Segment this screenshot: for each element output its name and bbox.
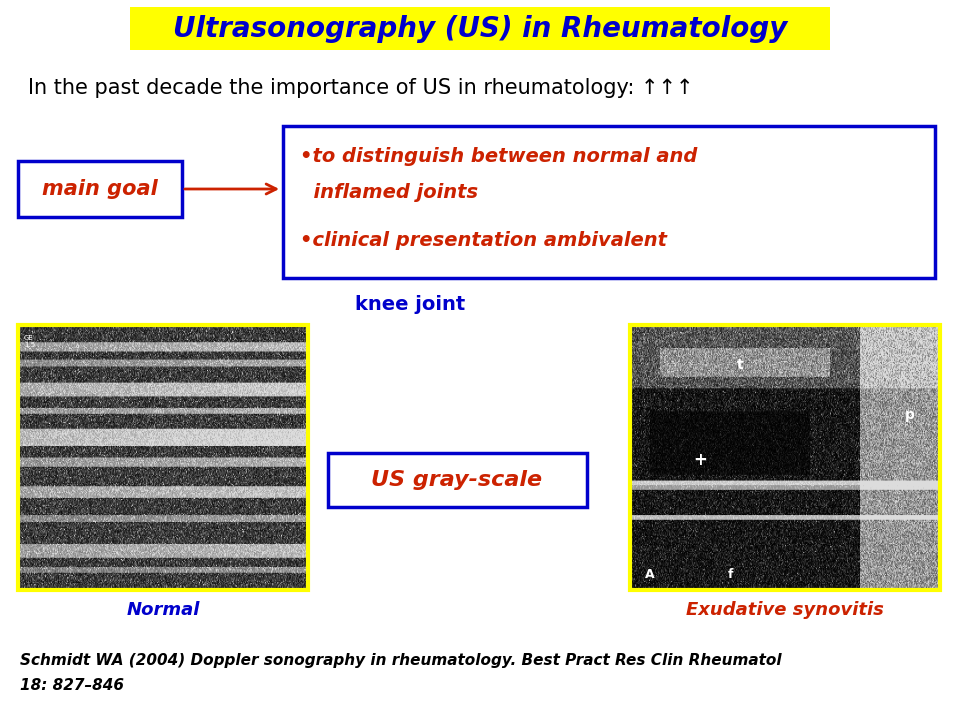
FancyBboxPatch shape: [283, 126, 935, 278]
Text: Normal: Normal: [127, 601, 199, 619]
Text: A: A: [645, 568, 655, 582]
Text: t: t: [737, 358, 743, 372]
Text: p: p: [905, 408, 915, 422]
Text: US gray-scale: US gray-scale: [371, 470, 543, 490]
Text: •clinical presentation ambivalent: •clinical presentation ambivalent: [300, 230, 667, 250]
Text: Schmidt WA (2004) Doppler sonography in rheumatology. Best Pract Res Clin Rheuma: Schmidt WA (2004) Doppler sonography in …: [20, 652, 782, 667]
FancyBboxPatch shape: [18, 161, 182, 217]
Text: GE
1.5: GE 1.5: [24, 335, 35, 348]
Text: In the past decade the importance of US in rheumatology: ↑↑↑: In the past decade the importance of US …: [28, 78, 693, 98]
FancyBboxPatch shape: [130, 7, 830, 50]
Text: Exudative synovitis: Exudative synovitis: [686, 601, 884, 619]
Text: Ultrasonography (US) in Rheumatology: Ultrasonography (US) in Rheumatology: [173, 15, 787, 43]
Text: +: +: [693, 451, 707, 469]
Text: inflamed joints: inflamed joints: [300, 183, 479, 202]
Text: knee joint: knee joint: [355, 295, 465, 314]
FancyBboxPatch shape: [328, 453, 587, 507]
Text: main goal: main goal: [42, 179, 158, 199]
Text: f: f: [727, 568, 733, 582]
Text: •to distinguish between normal and: •to distinguish between normal and: [300, 148, 697, 167]
Text: 18: 827–846: 18: 827–846: [20, 677, 124, 692]
